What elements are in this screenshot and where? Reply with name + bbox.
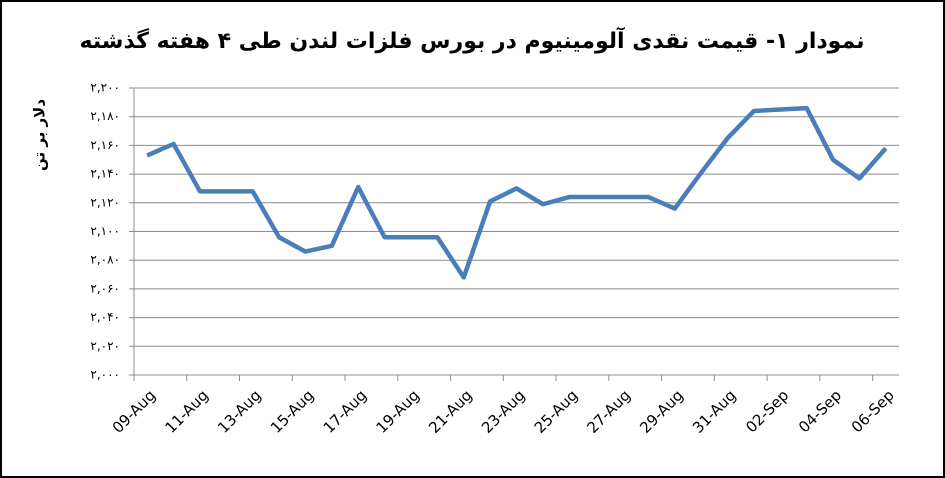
y-tick-label: ۲,۰۶۰ (90, 281, 120, 295)
y-tick-label: ۲,۰۸۰ (90, 253, 120, 267)
y-tick-label: ۲,۱۰۰ (90, 224, 120, 238)
chart-title: نمودار ۱- قیمت نقدی آلومینیوم در بورس فل… (79, 26, 864, 54)
y-tick-label: ۲,۱۶۰ (90, 138, 120, 152)
y-axis-label: دلار بر تن (31, 99, 49, 171)
y-tick-label: ۲,۲۰۰ (90, 81, 120, 95)
data-line (146, 105, 888, 280)
y-tick-label: ۲,۰۲۰ (90, 339, 120, 353)
y-tick-label: ۲,۱۴۰ (90, 167, 120, 181)
y-tick-label: ۲,۱۲۰ (90, 195, 120, 209)
y-tick-label: ۲,۱۸۰ (90, 109, 120, 123)
y-tick-label: ۲,۰۴۰ (90, 310, 120, 324)
y-tick-label: ۲,۰۰۰ (90, 368, 120, 382)
